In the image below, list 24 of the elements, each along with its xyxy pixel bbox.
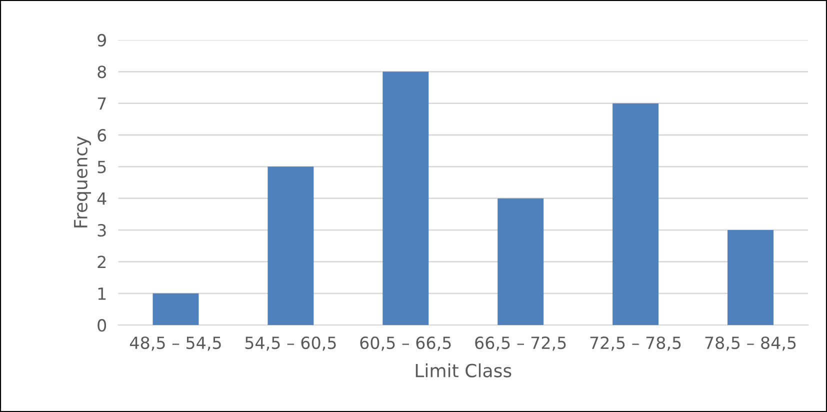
y-tick-label: 3 — [98, 224, 106, 237]
y-tick-label: 0 — [98, 319, 106, 332]
bar — [728, 230, 774, 326]
y-axis-title: Frequency — [74, 136, 91, 228]
y-tick-label: 4 — [97, 192, 106, 205]
x-tick-label: 54,5 – 60,5 — [245, 336, 336, 351]
y-tick-label: 2 — [98, 256, 106, 268]
bar — [152, 293, 199, 326]
y-tick-label: 9 — [98, 34, 106, 47]
y-tick-label: 5 — [98, 160, 106, 174]
x-tick-label: 72,5 – 78,5 — [590, 336, 681, 351]
x-tick-label: 66,5 – 72,5 — [475, 336, 566, 351]
x-tick-label: 48,5 – 54,5 — [130, 336, 221, 351]
bar — [612, 103, 659, 326]
y-tick-label: 1 — [98, 288, 106, 300]
x-tick-label: 60,5 – 66,5 — [360, 336, 451, 351]
y-tick-label: 7 — [98, 98, 106, 110]
bar — [382, 72, 429, 326]
x-tick-label: 78,5 – 84,5 — [705, 336, 796, 351]
y-tick-label: 8 — [98, 66, 106, 78]
bar — [268, 166, 314, 326]
x-axis-title: Limit Class — [416, 363, 512, 378]
bar — [498, 198, 544, 326]
y-tick-label: 6 — [98, 128, 106, 142]
